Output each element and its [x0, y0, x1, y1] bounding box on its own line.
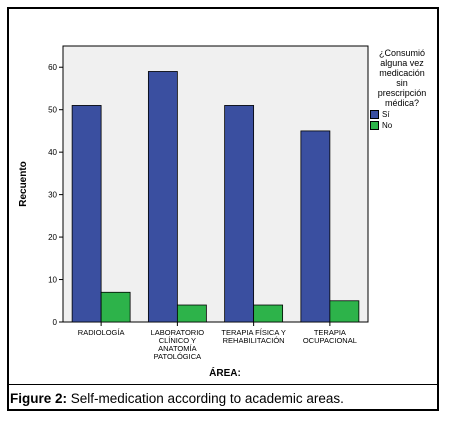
- bar-no: [100, 291, 131, 323]
- legend-title: ¿Consumió alguna vez medicación sin prescrip…: [362, 48, 442, 108]
- x-axis-label: ÁREA:: [209, 366, 241, 379]
- legend-item-no: No: [362, 121, 442, 130]
- caption-text: Self-medication according to academic ar…: [67, 391, 344, 406]
- y-axis: 0 10 20 30 40 50 60: [48, 63, 63, 327]
- x-tick-label: TERAPIA FÍSICA Y REHABILITACIÓN: [221, 328, 285, 345]
- legend-title-line: sin: [396, 78, 408, 88]
- legend-label: No: [382, 121, 393, 130]
- x-tick-label: LABORATORIO CLÍNICO Y ANATOMÍA PATOLÓGICA: [151, 328, 205, 361]
- bar-si: [71, 105, 102, 323]
- legend-swatch: [370, 110, 379, 119]
- bars: [71, 71, 360, 323]
- legend-title-line: prescripción: [377, 88, 427, 98]
- y-tick-label: 30: [48, 191, 57, 200]
- y-tick-label: 10: [48, 276, 57, 285]
- legend-label: Sí: [382, 110, 390, 119]
- y-tick-label: 40: [48, 148, 57, 157]
- legend-item-si: Sí: [362, 110, 442, 119]
- legend-title-line: alguna vez: [380, 58, 424, 68]
- bar-no: [176, 304, 207, 323]
- legend-title-line: medicación: [379, 68, 425, 78]
- bar-si: [300, 130, 331, 323]
- legend: ¿Consumió alguna vez medicación sin prescrip…: [362, 48, 442, 130]
- y-tick-label: 50: [48, 106, 57, 115]
- y-tick-label: 20: [48, 233, 57, 242]
- bar-si: [224, 105, 255, 323]
- x-tick-label: TERAPIA OCUPACIONAL: [303, 328, 357, 345]
- caption-divider: [9, 384, 439, 385]
- legend-title-line: médica?: [384, 98, 420, 108]
- bar-no: [329, 300, 360, 323]
- y-axis-label: Recuento: [18, 161, 29, 207]
- figure-caption: Figure 2: Self-medication according to a…: [10, 391, 344, 406]
- legend-swatch: [370, 121, 379, 130]
- caption-label: Figure 2:: [10, 391, 68, 406]
- legend-title-line: ¿Consumió: [378, 48, 425, 58]
- y-tick-label: 60: [48, 63, 57, 72]
- bar-si: [147, 71, 178, 323]
- bar-no: [253, 304, 284, 323]
- x-axis: RADIOLOGÍA LABORATORIO CLÍNICO Y ANATOMÍA PA…: [78, 322, 357, 361]
- y-tick-label: 0: [53, 318, 58, 327]
- x-tick-label: RADIOLOGÍA: [78, 328, 125, 337]
